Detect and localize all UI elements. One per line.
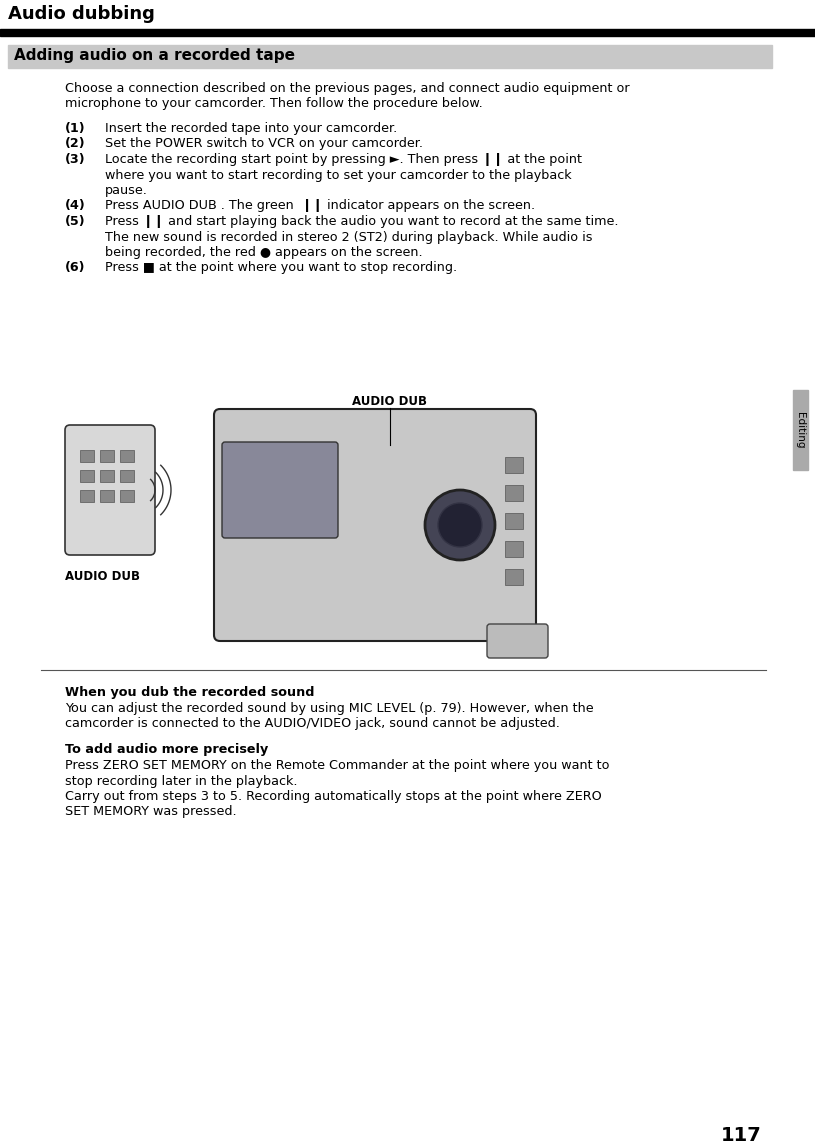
Bar	[120, 450, 134, 462]
Text: To add audio more precisely: To add audio more precisely	[65, 742, 268, 756]
Text: camcorder is connected to the AUDIO/VIDEO jack, sound cannot be adjusted.: camcorder is connected to the AUDIO/VIDE…	[65, 717, 560, 731]
Text: Carry out from steps 3 to 5. Recording automatically stops at the point where ZE: Carry out from steps 3 to 5. Recording a…	[65, 791, 601, 803]
Text: Press ■ at the point where you want to stop recording.: Press ■ at the point where you want to s…	[105, 262, 457, 275]
FancyBboxPatch shape	[65, 426, 155, 555]
FancyBboxPatch shape	[214, 410, 536, 641]
Text: You can adjust the recorded sound by using MIC LEVEL (p. 79). However, when the: You can adjust the recorded sound by usi…	[65, 702, 593, 715]
Bar	[505, 456, 523, 472]
Text: Adding audio on a recorded tape: Adding audio on a recorded tape	[14, 48, 295, 63]
Text: Press ❙❙ and start playing back the audio you want to record at the same time.: Press ❙❙ and start playing back the audi…	[105, 215, 619, 228]
Bar	[8, 45, 772, 67]
Text: (5): (5)	[65, 215, 86, 228]
Circle shape	[425, 490, 495, 561]
Text: (1): (1)	[65, 122, 86, 135]
Text: (6): (6)	[65, 262, 86, 275]
Text: Locate the recording start point by pressing ►. Then press ❙❙ at the point: Locate the recording start point by pres…	[105, 153, 582, 166]
Bar	[80, 490, 94, 502]
Bar	[505, 569, 523, 585]
Text: (2): (2)	[65, 137, 86, 151]
Bar	[0, 29, 815, 35]
Text: (3): (3)	[65, 153, 86, 166]
Text: microphone to your camcorder. Then follow the procedure below.: microphone to your camcorder. Then follo…	[65, 97, 482, 110]
Text: AUDIO DUB: AUDIO DUB	[65, 570, 140, 583]
FancyBboxPatch shape	[487, 623, 548, 658]
Bar	[505, 513, 523, 529]
Text: Choose a connection described on the previous pages, and connect audio equipment: Choose a connection described on the pre…	[65, 82, 630, 95]
Text: Press ZERO SET MEMORY on the Remote Commander at the point where you want to: Press ZERO SET MEMORY on the Remote Comm…	[65, 758, 610, 772]
Text: Editing: Editing	[795, 412, 805, 448]
Text: AUDIO DUB: AUDIO DUB	[353, 395, 428, 408]
Text: stop recording later in the playback.: stop recording later in the playback.	[65, 774, 297, 787]
Text: (4): (4)	[65, 199, 86, 213]
Bar	[505, 485, 523, 501]
Bar	[120, 490, 134, 502]
Bar	[80, 450, 94, 462]
Text: SET MEMORY was pressed.: SET MEMORY was pressed.	[65, 805, 236, 818]
Text: where you want to start recording to set your camcorder to the playback: where you want to start recording to set…	[105, 168, 571, 182]
Text: Insert the recorded tape into your camcorder.: Insert the recorded tape into your camco…	[105, 122, 397, 135]
Text: being recorded, the red ● appears on the screen.: being recorded, the red ● appears on the…	[105, 246, 423, 259]
Bar	[100, 470, 114, 482]
Text: The new sound is recorded in stereo 2 (ST2) during playback. While audio is: The new sound is recorded in stereo 2 (S…	[105, 230, 593, 244]
Circle shape	[438, 503, 482, 547]
Text: When you dub the recorded sound: When you dub the recorded sound	[65, 686, 315, 699]
Bar	[80, 470, 94, 482]
Text: pause.: pause.	[105, 184, 148, 197]
Bar	[793, 390, 808, 470]
Text: Press AUDIO DUB . The green  ❙❙ indicator appears on the screen.: Press AUDIO DUB . The green ❙❙ indicator…	[105, 199, 535, 213]
Bar	[100, 450, 114, 462]
Text: Set the POWER switch to VCR on your camcorder.: Set the POWER switch to VCR on your camc…	[105, 137, 423, 151]
Text: Audio dubbing: Audio dubbing	[8, 5, 155, 23]
Text: 117: 117	[721, 1126, 762, 1144]
Bar	[505, 541, 523, 557]
Bar	[100, 490, 114, 502]
Bar	[120, 470, 134, 482]
FancyBboxPatch shape	[222, 442, 338, 538]
